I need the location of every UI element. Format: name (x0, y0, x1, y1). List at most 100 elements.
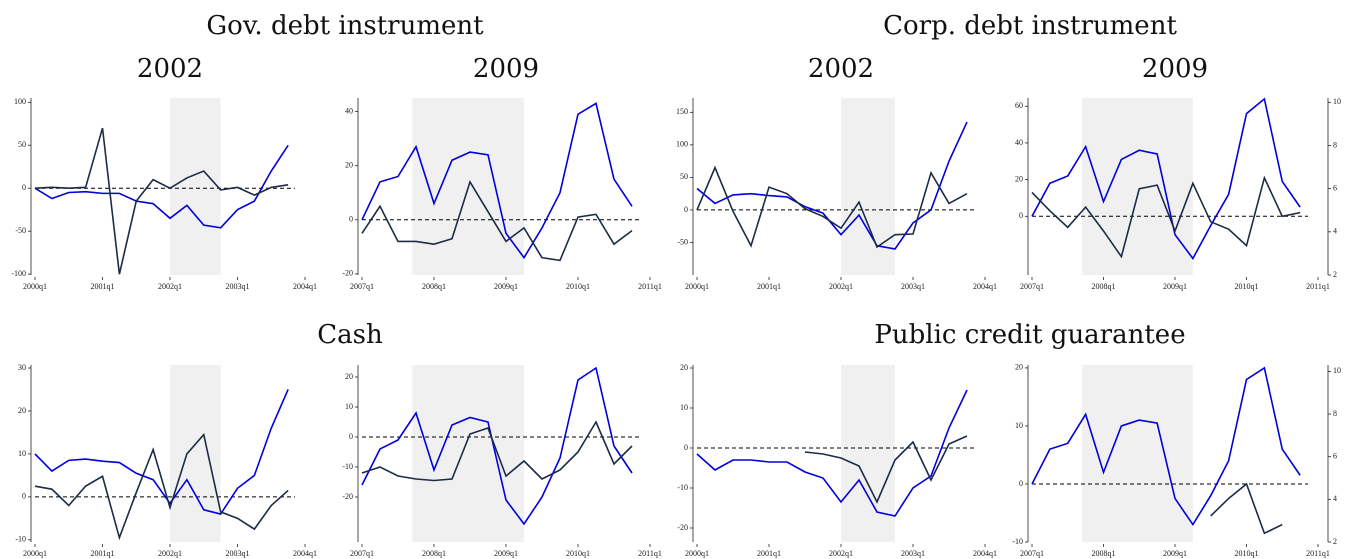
chart-title: 2002 (808, 54, 874, 84)
x-tick-label: 2000q1 (685, 549, 709, 558)
panel-title: Gov. debt instrument (206, 11, 484, 41)
x-tick-label: 2010q1 (1235, 549, 1259, 558)
y-tick-label: 10 (345, 402, 353, 411)
x-tick-label: 2007q1 (350, 282, 374, 291)
x-tick-label: 2009q1 (494, 549, 518, 558)
y-tick-label: -10 (15, 535, 26, 544)
y-tick-label: 40 (1015, 138, 1023, 147)
x-tick-label: 2009q1 (1163, 282, 1187, 291)
series-line (804, 435, 968, 504)
x-tick-label: 2010q1 (566, 282, 590, 291)
y-tick-label: -50 (677, 237, 688, 246)
y-tick-label: 20 (1015, 174, 1023, 183)
x-tick-label: 2000q1 (23, 549, 47, 558)
x-tick-label: 2009q1 (1163, 549, 1187, 558)
y-tick-label: 0 (684, 443, 688, 452)
series-line (1210, 482, 1283, 535)
y-tick-label: 20 (1015, 363, 1023, 372)
y-tick-label: 100 (14, 97, 26, 106)
y-tick-label: 20 (345, 160, 353, 169)
y-tick-label: -50 (15, 226, 26, 235)
shaded-period (170, 365, 221, 542)
y2-tick-label: 2 (1333, 270, 1337, 279)
y-tick-label: 30 (18, 363, 26, 372)
y-tick-label: 50 (680, 172, 688, 181)
x-tick-label: 2007q1 (1020, 282, 1044, 291)
x-tick-label: 2001q1 (91, 282, 115, 291)
x-tick-label: 2010q1 (1235, 282, 1259, 291)
y-tick-label: 150 (676, 107, 688, 116)
series-line (1031, 97, 1301, 260)
y-tick-label: 10 (18, 449, 26, 458)
series-line (1031, 366, 1301, 527)
y-tick-label: 0 (22, 183, 26, 192)
shaded-period (1082, 98, 1193, 275)
x-tick-label: 2010q1 (566, 549, 590, 558)
x-tick-label: 2002q1 (158, 549, 182, 558)
x-tick-label: 2004q1 (973, 549, 997, 558)
y-tick-label: 40 (345, 106, 353, 115)
chart-title: 2009 (1142, 54, 1208, 84)
x-tick-label: 2008q1 (1092, 549, 1116, 558)
series-line (696, 165, 968, 249)
y2-tick-label: 8 (1333, 140, 1337, 149)
series-line (361, 102, 633, 260)
shaded-period (412, 365, 524, 542)
x-tick-label: 2002q1 (829, 549, 853, 558)
panel-title: Public credit guarantee (874, 320, 1185, 350)
y-tick-label: 60 (1015, 101, 1023, 110)
x-tick-label: 2007q1 (350, 549, 374, 558)
y-tick-label: 10 (680, 403, 688, 412)
series-line (361, 420, 633, 482)
series-line (361, 179, 633, 262)
x-tick-label: 2009q1 (494, 282, 518, 291)
y-tick-label: -20 (342, 492, 353, 501)
x-tick-label: 2003q1 (901, 549, 925, 558)
y-tick-label: 10 (1015, 421, 1023, 430)
y-tick-label: 20 (345, 372, 353, 381)
series-line (34, 389, 289, 515)
series-line (696, 121, 968, 250)
x-tick-label: 2008q1 (1092, 282, 1116, 291)
x-tick-label: 2008q1 (422, 549, 446, 558)
x-tick-label: 2004q1 (293, 282, 317, 291)
series-line (1031, 175, 1301, 259)
x-tick-label: 2011q1 (1306, 282, 1330, 291)
x-tick-label: 2002q1 (158, 282, 182, 291)
x-tick-label: 2004q1 (973, 282, 997, 291)
y-tick-label: -10 (677, 483, 688, 492)
x-tick-label: 2003q1 (226, 282, 250, 291)
x-tick-label: 2004q1 (293, 549, 317, 558)
x-tick-label: 2001q1 (757, 549, 781, 558)
y-tick-label: 50 (18, 140, 26, 149)
x-tick-label: 2000q1 (685, 282, 709, 291)
y2-tick-label: 6 (1333, 183, 1337, 192)
y-tick-label: 0 (349, 432, 353, 441)
shaded-period (841, 365, 895, 542)
series-line (361, 366, 633, 526)
y-tick-label: 100 (676, 140, 688, 149)
y-tick-label: -20 (342, 269, 353, 278)
x-tick-label: 2003q1 (226, 549, 250, 558)
x-tick-label: 2008q1 (422, 282, 446, 291)
y-tick-label: -20 (677, 523, 688, 532)
x-tick-label: 2001q1 (91, 549, 115, 558)
y-tick-label: 0 (22, 492, 26, 501)
series-line (34, 127, 289, 275)
x-tick-label: 2001q1 (757, 282, 781, 291)
y-tick-label: -10 (342, 462, 353, 471)
x-tick-label: 2000q1 (23, 282, 47, 291)
series-line (696, 389, 968, 517)
x-tick-label: 2011q1 (638, 282, 662, 291)
y-tick-label: 20 (680, 363, 688, 372)
x-tick-label: 2007q1 (1020, 549, 1044, 558)
y-tick-label: 0 (684, 205, 688, 214)
x-tick-label: 2002q1 (829, 282, 853, 291)
y-tick-label: -100 (11, 269, 26, 278)
chart-title: 2002 (137, 54, 203, 84)
shaded-period (841, 98, 895, 275)
y2-tick-label: 6 (1333, 452, 1337, 461)
y-tick-label: 0 (349, 215, 353, 224)
panel-title: Corp. debt instrument (883, 11, 1177, 41)
